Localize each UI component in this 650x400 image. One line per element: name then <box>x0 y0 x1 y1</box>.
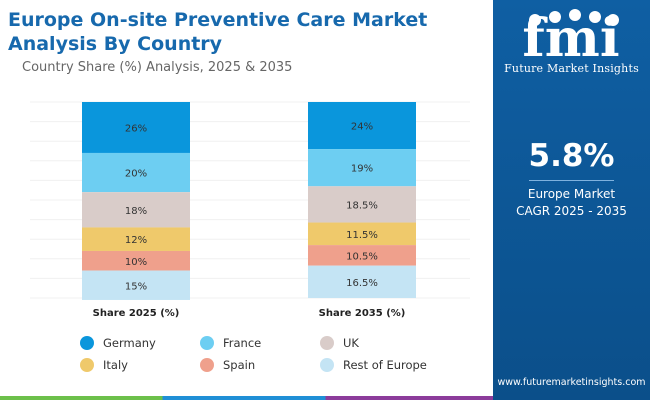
legend-swatch <box>320 336 334 350</box>
cagr-label-period: CAGR 2025 - 2035 <box>516 204 627 218</box>
logo-circle-icon <box>549 11 561 23</box>
logo-circle-icon <box>569 9 581 21</box>
bar-segment-spain-1 <box>308 245 416 266</box>
legend-swatch <box>200 336 214 350</box>
chart-legend: Germany France UK Italy Spain Rest of Europe <box>80 336 480 386</box>
legend-label: Spain <box>223 358 256 372</box>
data-label: 18.5% <box>346 200 378 211</box>
chart-subtitle: Country Share (%) Analysis, 2025 & 2035 <box>22 60 293 75</box>
data-label: 10% <box>125 257 147 268</box>
legend-label: Italy <box>103 358 128 372</box>
data-label: 18% <box>125 206 147 217</box>
data-label: 26% <box>125 123 147 134</box>
bar-segment-france-0 <box>82 152 190 193</box>
bar-segment-germany-1 <box>308 102 416 150</box>
legend-item-italy: Italy <box>80 358 128 372</box>
data-label: 16.5% <box>346 278 378 289</box>
legend-swatch <box>80 358 94 372</box>
data-label: 10.5% <box>346 251 378 262</box>
legend-label: UK <box>343 336 359 350</box>
data-label: 24% <box>351 122 373 133</box>
logo-circle-icon <box>529 14 541 26</box>
legend-item-france: France <box>200 336 261 350</box>
fmi-logo: fmi Future Market Insights <box>493 6 650 75</box>
bar-segment-france-1 <box>308 149 416 187</box>
legend-label: Rest of Europe <box>343 358 427 372</box>
x-axis-label: Share 2035 (%) <box>319 308 406 319</box>
data-label: 15% <box>125 281 147 292</box>
bar-segment-rest-of-europe-1 <box>308 265 416 298</box>
cagr-value: 5.8% <box>528 138 615 174</box>
brand-panel: fmi Future Market Insights 5.8% Europe M… <box>493 0 650 400</box>
legend-swatch <box>80 336 94 350</box>
brand-name: Future Market Insights <box>504 62 639 75</box>
bar-segment-germany-0 <box>82 102 190 153</box>
data-label: 19% <box>351 164 373 175</box>
legend-item-germany: Germany <box>80 336 156 350</box>
data-label: 12% <box>125 235 147 246</box>
website-link[interactable]: www.futuremarketinsights.com <box>497 377 646 388</box>
bottom-color-stripe <box>0 396 493 400</box>
cagr-label: Europe Market CAGR 2025 - 2035 <box>493 186 650 220</box>
legend-label: France <box>223 336 262 350</box>
legend-item-rest-of-europe: Rest of Europe <box>320 358 427 372</box>
legend-swatch <box>320 358 334 372</box>
stacked-bar-chart: 26% 20% 18% 12% 10% 15% Share 2025 (%) 24% 19% 18… <box>30 101 470 319</box>
bar-segment-spain-0 <box>82 250 190 271</box>
cagr-divider <box>529 180 614 181</box>
bar-segment-rest-of-europe-0 <box>82 270 190 300</box>
legend-swatch <box>200 358 214 372</box>
chart-title: Europe On-site Preventive Care Market An… <box>8 9 428 55</box>
logo-circle-icon <box>589 11 601 23</box>
cagr-label-region: Europe Market <box>527 187 616 201</box>
logo-circle-icon <box>607 14 619 26</box>
data-label: 20% <box>125 169 147 180</box>
data-label: 11.5% <box>346 230 378 241</box>
legend-label: Germany <box>103 336 156 350</box>
bar-segment-uk-0 <box>82 192 190 228</box>
bar-segment-italy-1 <box>308 222 416 246</box>
bar-segment-uk-1 <box>308 186 416 223</box>
x-axis-label: Share 2025 (%) <box>93 308 180 319</box>
bar-segment-italy-0 <box>82 227 190 251</box>
legend-item-uk: UK <box>320 336 359 350</box>
legend-item-spain: Spain <box>200 358 255 372</box>
fmi-logo-mark: fmi <box>522 8 619 69</box>
